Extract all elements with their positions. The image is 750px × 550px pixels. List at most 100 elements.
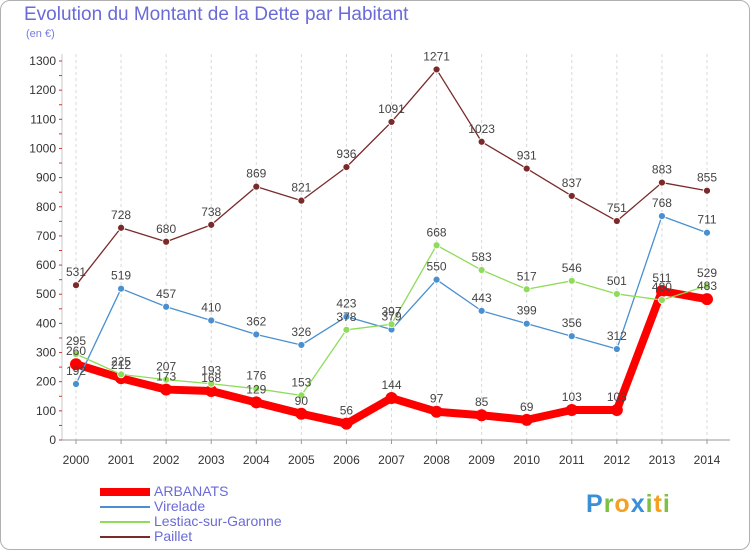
y-tick-label-0: 0 bbox=[49, 433, 56, 447]
legend-label: Virelade bbox=[154, 498, 206, 514]
data-label: 869 bbox=[246, 167, 266, 181]
data-label: 883 bbox=[652, 163, 672, 177]
y-tick-label-1200: 1200 bbox=[29, 83, 56, 97]
x-tick-label-2007: 2007 bbox=[378, 453, 405, 467]
legend-label: Lestiac-sur-Garonne bbox=[154, 513, 282, 529]
y-tick-label-1300: 1300 bbox=[29, 54, 56, 68]
data-point bbox=[477, 306, 486, 315]
data-point bbox=[612, 345, 621, 353]
y-tick-label-900: 900 bbox=[36, 171, 56, 185]
data-label: 1091 bbox=[378, 102, 405, 116]
data-point bbox=[340, 417, 353, 430]
legend-label: ARBANATS bbox=[154, 483, 229, 499]
legend-swatch bbox=[100, 521, 150, 523]
data-point bbox=[252, 330, 261, 339]
data-label: 855 bbox=[697, 171, 717, 185]
logo-letter: P bbox=[586, 490, 604, 518]
data-label: 936 bbox=[336, 147, 356, 161]
x-tick-label-2011: 2011 bbox=[559, 453, 585, 467]
data-point bbox=[72, 281, 80, 290]
data-label: 423 bbox=[336, 297, 356, 311]
data-label: 260 bbox=[66, 344, 86, 358]
data-label: 379 bbox=[381, 310, 401, 324]
logo-letter: r bbox=[603, 490, 615, 518]
data-label: 397 bbox=[381, 304, 401, 318]
data-point bbox=[117, 370, 125, 379]
data-point bbox=[567, 192, 576, 200]
data-label: 751 bbox=[607, 201, 627, 215]
data-point bbox=[72, 380, 80, 388]
legend-item: Paillet bbox=[100, 529, 360, 544]
data-point bbox=[162, 237, 171, 246]
logo-letter: o bbox=[614, 490, 631, 518]
legend-swatch bbox=[100, 536, 150, 538]
data-label: 212 bbox=[111, 358, 131, 372]
y-tick-label-300: 300 bbox=[36, 346, 56, 360]
data-point bbox=[612, 217, 621, 225]
data-point bbox=[297, 391, 306, 400]
data-point bbox=[701, 293, 713, 306]
data-label: 680 bbox=[156, 222, 176, 236]
data-point bbox=[117, 284, 125, 293]
data-point bbox=[250, 396, 263, 409]
data-point bbox=[252, 384, 261, 393]
x-tick-label-2003: 2003 bbox=[198, 453, 225, 467]
data-point bbox=[342, 163, 351, 172]
x-tick-label-2002: 2002 bbox=[153, 453, 180, 467]
data-point bbox=[70, 358, 82, 371]
data-label: 56 bbox=[340, 404, 354, 418]
data-label: 768 bbox=[652, 196, 672, 210]
data-point bbox=[160, 383, 173, 396]
data-label: 207 bbox=[156, 360, 176, 374]
data-label: 501 bbox=[607, 274, 627, 288]
x-tick-label-2014: 2014 bbox=[694, 453, 721, 467]
data-point bbox=[610, 403, 623, 416]
data-label: 583 bbox=[472, 250, 492, 264]
x-tick-label-2001: 2001 bbox=[108, 453, 135, 467]
data-label: 1023 bbox=[468, 122, 495, 136]
data-label: 457 bbox=[156, 287, 176, 301]
data-label: 193 bbox=[201, 364, 221, 378]
data-label: 837 bbox=[562, 176, 582, 190]
data-label: 103 bbox=[562, 390, 582, 404]
data-label: 1271 bbox=[423, 49, 450, 63]
legend-item: Virelade bbox=[100, 499, 360, 514]
data-label: 821 bbox=[291, 181, 311, 195]
data-label: 90 bbox=[295, 394, 309, 408]
chart-unit-label: (en €) bbox=[26, 28, 55, 40]
logo-letter: i bbox=[645, 490, 654, 518]
data-point bbox=[252, 182, 261, 191]
data-point bbox=[432, 275, 441, 284]
data-point bbox=[432, 241, 441, 250]
legend-label: Paillet bbox=[154, 528, 193, 544]
data-point bbox=[475, 409, 488, 422]
data-label: 356 bbox=[562, 316, 582, 330]
data-point bbox=[342, 312, 351, 321]
data-point bbox=[658, 296, 666, 304]
data-label: 728 bbox=[111, 208, 131, 222]
data-label: 103 bbox=[607, 390, 627, 404]
x-tick-label-2009: 2009 bbox=[468, 453, 495, 467]
data-point bbox=[565, 403, 578, 416]
data-label: 378 bbox=[336, 310, 356, 324]
y-tick-label-100: 100 bbox=[36, 404, 56, 418]
data-label: 550 bbox=[427, 260, 447, 274]
x-tick-label-2005: 2005 bbox=[288, 453, 315, 467]
data-point bbox=[612, 290, 621, 298]
data-point bbox=[567, 276, 576, 285]
data-label: 312 bbox=[607, 329, 627, 343]
data-label: 410 bbox=[201, 300, 221, 314]
x-tick-label-2012: 2012 bbox=[604, 453, 631, 467]
data-point bbox=[655, 285, 668, 298]
data-point bbox=[385, 392, 398, 405]
data-label: 517 bbox=[517, 269, 537, 283]
proxiti-logo: Proxiti bbox=[586, 490, 671, 519]
data-label: 399 bbox=[517, 304, 537, 318]
data-point bbox=[342, 325, 351, 334]
data-label: 362 bbox=[246, 314, 266, 328]
data-point bbox=[522, 319, 531, 328]
data-point bbox=[205, 385, 218, 398]
data-label: 326 bbox=[291, 325, 311, 339]
data-label: 531 bbox=[66, 265, 86, 279]
